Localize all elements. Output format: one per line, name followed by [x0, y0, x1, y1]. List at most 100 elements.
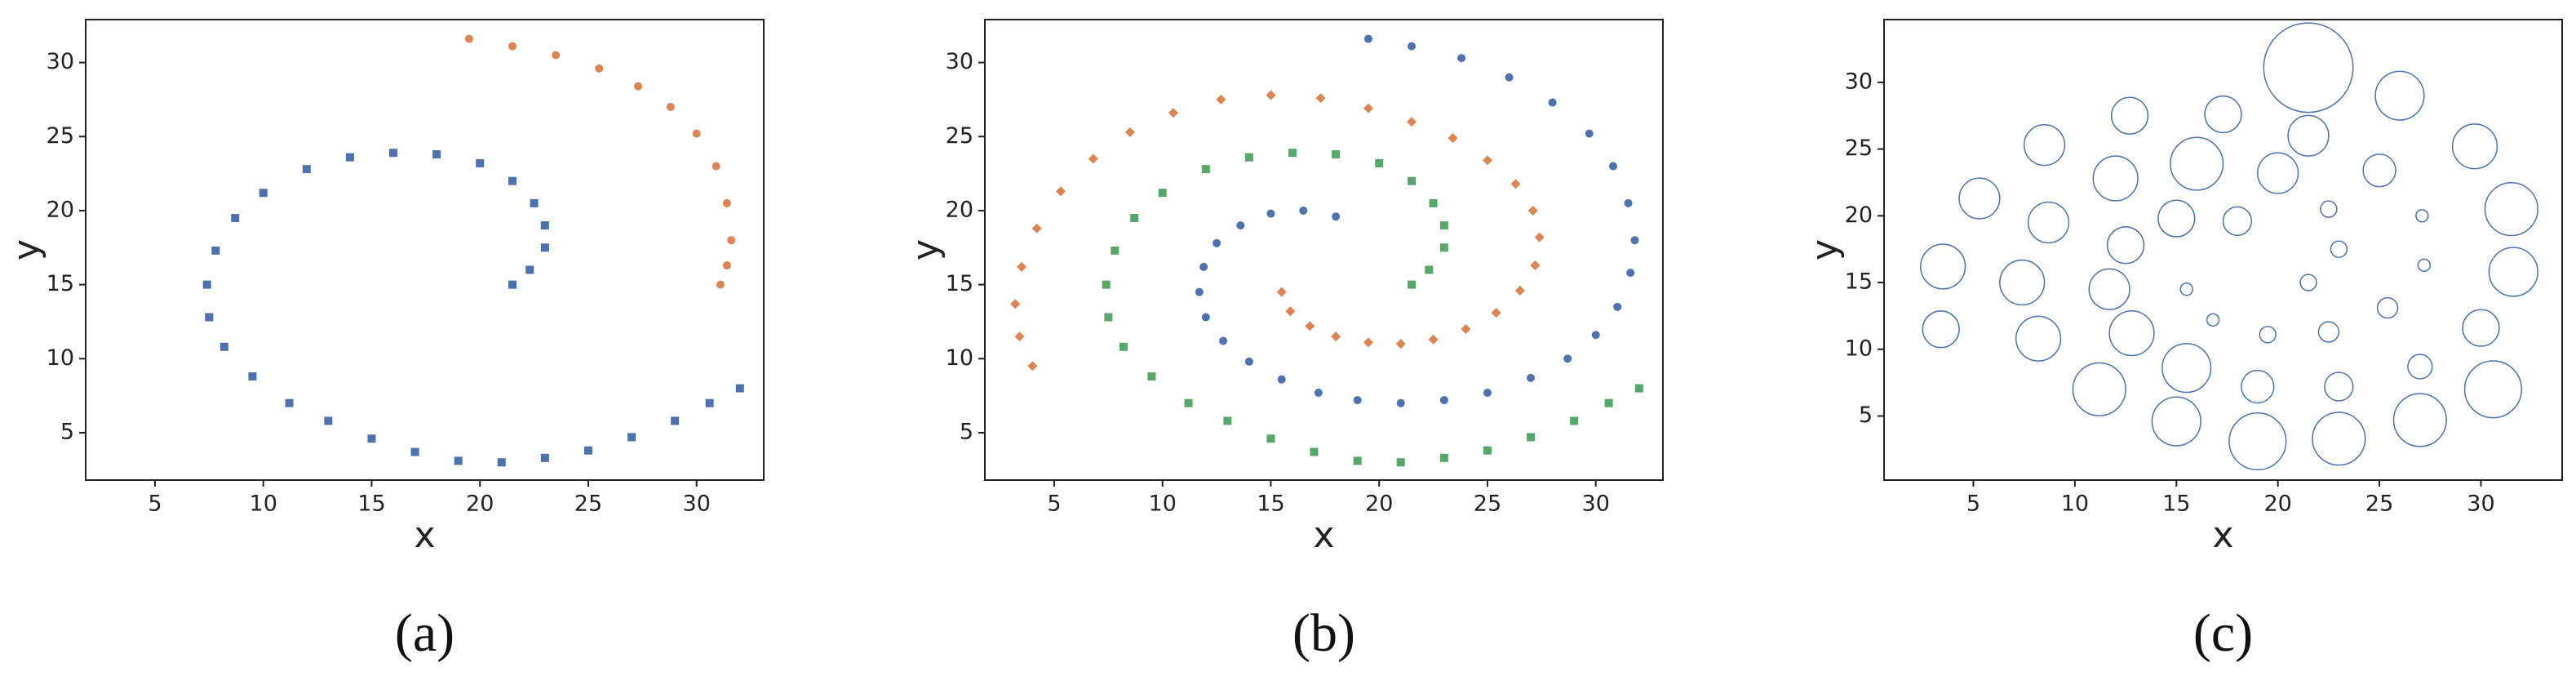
bubble: [2088, 268, 2130, 310]
bubble: [2151, 396, 2201, 447]
point: [1491, 308, 1501, 318]
point: [1276, 287, 1287, 297]
bubble: [2204, 95, 2242, 134]
bubble: [2157, 199, 2196, 238]
point: [508, 176, 517, 185]
bubble: [2451, 123, 2498, 170]
point: [1027, 361, 1038, 371]
point: [285, 398, 294, 407]
y-tick-label: 30: [946, 49, 973, 74]
bubble: [2170, 136, 2224, 191]
y-tick-label: 5: [60, 419, 74, 444]
bubble: [1999, 259, 2046, 306]
point: [1375, 158, 1384, 167]
bubble: [2324, 371, 2354, 402]
point: [1088, 153, 1098, 164]
point: [476, 158, 485, 167]
bubble: [2417, 258, 2432, 273]
point: [727, 236, 736, 245]
point: [1483, 446, 1492, 455]
point: [432, 150, 441, 159]
point: [1305, 321, 1315, 331]
bubble: [2179, 282, 2193, 296]
x-tick-label: 10: [250, 492, 277, 517]
point: [1010, 299, 1021, 309]
point: [1213, 238, 1221, 247]
point: [302, 165, 311, 174]
point: [1634, 384, 1643, 393]
point: [552, 51, 561, 60]
point: [202, 280, 211, 289]
point: [525, 265, 534, 274]
point: [1439, 221, 1448, 230]
bubble: [2407, 354, 2433, 380]
point: [1332, 150, 1341, 159]
point: [1353, 456, 1362, 465]
point: [735, 384, 744, 393]
bubble: [2312, 412, 2366, 466]
y-axis-label: y: [6, 239, 47, 260]
point: [248, 372, 257, 381]
point: [367, 434, 376, 443]
point: [410, 447, 419, 456]
x-tick-label: 5: [1047, 492, 1061, 517]
x-tick-label: 30: [1582, 492, 1610, 517]
bubble: [2161, 343, 2212, 394]
point: [1244, 357, 1253, 366]
bubble: [2317, 321, 2340, 343]
bubble: [2462, 309, 2500, 347]
point: [1527, 433, 1536, 442]
point: [1439, 243, 1448, 252]
y-tick-label: 20: [1845, 202, 1873, 228]
bubble: [2263, 22, 2354, 113]
bubble: [2023, 124, 2066, 167]
bubble: [2072, 362, 2126, 416]
point: [1407, 117, 1417, 127]
x-axis-label: x: [414, 514, 435, 556]
point: [464, 34, 473, 43]
point: [497, 458, 506, 467]
point: [1158, 189, 1167, 198]
point: [530, 198, 539, 207]
bubble: [2257, 152, 2299, 194]
x-tick-label: 5: [148, 492, 162, 517]
point: [1017, 261, 1027, 272]
point: [1266, 90, 1276, 100]
point: [595, 64, 604, 73]
point: [1396, 398, 1405, 407]
point: [1168, 108, 1178, 118]
point: [1585, 129, 1594, 138]
point: [1124, 127, 1135, 137]
point: [705, 398, 714, 407]
x-tick-label: 10: [2061, 492, 2089, 517]
point: [231, 214, 240, 223]
point: [1630, 236, 1639, 245]
point: [1408, 280, 1417, 289]
bubble: [2362, 153, 2396, 188]
point: [1608, 162, 1617, 171]
y-tick-label: 5: [1859, 403, 1873, 428]
point: [1396, 458, 1405, 467]
bubble: [2015, 315, 2062, 362]
bubble: [2287, 114, 2330, 157]
point: [1104, 313, 1113, 322]
point: [634, 82, 643, 91]
bubble: [2110, 96, 2149, 135]
x-tick-label: 25: [574, 492, 602, 517]
point: [1102, 280, 1111, 289]
bubble: [2027, 201, 2070, 244]
plot-frame: [984, 19, 1664, 481]
bubble: [2259, 326, 2277, 344]
point: [1310, 447, 1319, 456]
point: [1288, 149, 1297, 158]
point: [508, 42, 517, 51]
point: [1314, 389, 1323, 398]
bubble: [2228, 412, 2287, 471]
point: [1055, 186, 1066, 197]
x-axis-label: x: [1313, 514, 1334, 556]
point: [716, 280, 725, 289]
y-tick-label: 30: [47, 49, 74, 74]
point: [1285, 306, 1296, 317]
point: [1624, 198, 1633, 207]
point: [1299, 206, 1308, 215]
